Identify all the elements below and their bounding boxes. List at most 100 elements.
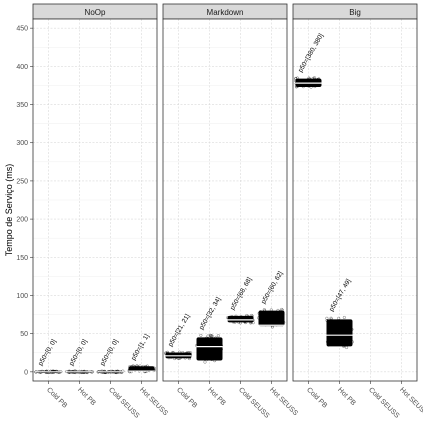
data-point [245,316,249,320]
data-point [187,357,191,361]
data-point [298,79,302,83]
data-point [275,314,279,318]
data-point [340,328,344,332]
data-point [312,76,317,80]
x-tick-label: Cold SEUSS [237,386,271,420]
point-cloud [326,319,353,347]
data-point [342,334,346,338]
data-point [142,367,146,371]
data-point [140,367,144,371]
data-point [214,351,218,356]
data-point [280,307,284,311]
data-point [136,365,140,369]
data-point [335,326,339,330]
x-tick-label: Cold PB [305,386,328,409]
data-point [198,355,202,360]
data-point [210,338,214,342]
data-point [340,328,344,332]
data-point [231,316,235,320]
data-point [267,320,271,324]
data-point [342,315,346,320]
x-tick-label: Cold PB [45,386,68,409]
data-point [269,308,273,312]
data-point [349,340,353,344]
data-point [330,336,335,340]
data-point [143,365,147,369]
data-point [203,360,207,364]
data-point [337,316,341,320]
y-tick-label: 200 [16,217,28,224]
data-point [144,367,148,371]
facet-title: Markdown [207,8,244,17]
data-point [245,313,249,318]
data-point [348,336,352,340]
data-point [165,351,169,356]
data-point [129,370,133,374]
data-point [344,324,348,328]
data-point [46,370,50,375]
data-point [199,349,203,353]
data-point [233,320,237,324]
data-point [218,342,222,346]
data-point [209,334,213,338]
data-point [309,83,313,88]
data-point [213,359,217,363]
x-tick-label: Cold PB [175,386,198,409]
data-point [203,342,207,346]
data-point [206,354,210,358]
data-point [326,343,331,347]
data-point [205,357,209,361]
facet-title: NoOp [85,8,106,17]
data-point [262,308,266,312]
data-point [313,85,317,89]
data-point [264,318,268,322]
y-tick-label: 250 [16,178,28,185]
data-point [302,78,306,83]
data-point [348,325,352,329]
x-tick-label: Hot PB [336,386,357,407]
data-point [196,337,200,341]
data-point [328,339,332,343]
data-point [143,370,147,374]
data-point [294,76,298,81]
data-point [332,339,336,343]
x-tick-label: Hot PB [76,386,97,407]
data-point [44,370,48,375]
data-point [216,339,221,343]
x-tick-label: Cold SEUSS [107,386,141,420]
data-point [315,78,319,82]
data-point [151,366,155,370]
data-point [346,335,350,340]
y-tick-label: 0 [24,369,28,376]
x-tick-label: Cold SEUSS [367,386,401,420]
y-tick-label: 50 [20,331,28,338]
data-point [274,312,278,316]
panel-border [162,18,288,382]
data-point [276,318,280,322]
data-point [271,311,275,315]
data-point [257,316,261,320]
y-tick-label: 300 [16,140,28,147]
data-point [346,328,350,332]
data-point [342,344,346,348]
data-point [237,320,241,324]
data-point [210,334,214,338]
data-point [317,78,321,83]
data-point [334,336,338,340]
panel-border [292,18,418,382]
data-point [259,319,263,323]
data-point [238,321,242,325]
x-tick-label: Hot SEUSS [398,386,423,417]
data-point [345,346,349,350]
data-point [206,345,210,349]
data-point [167,356,171,360]
data-point [295,76,299,80]
data-point [330,342,335,346]
data-point [325,316,329,320]
data-point [257,311,261,315]
data-point [211,347,215,351]
data-point [281,311,285,315]
data-point [296,84,300,88]
data-point [244,321,248,325]
